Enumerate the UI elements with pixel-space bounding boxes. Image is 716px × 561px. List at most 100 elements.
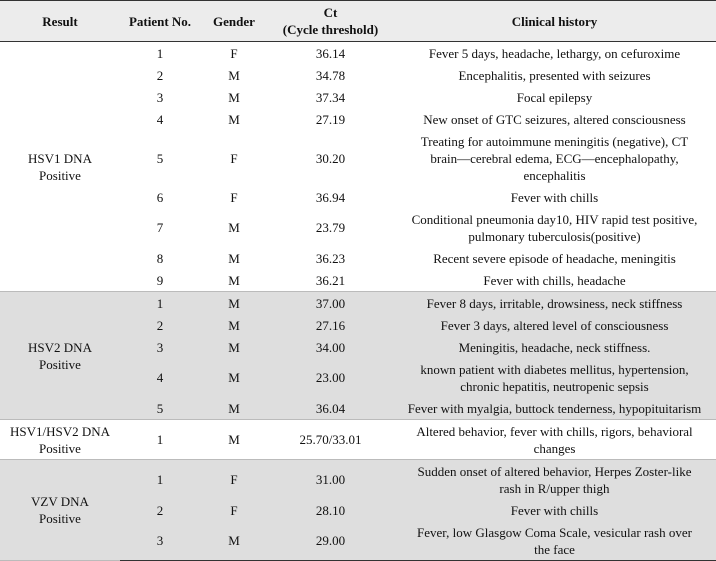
header-cell: Ct (Cycle threshold) [268,0,393,42]
ct-value: 34.00 [268,336,393,358]
table-row: 3 M 37.34 Focal epilepsy [0,86,716,108]
ct-value: 25.70/33.01 [268,419,393,460]
gender: F [230,45,238,61]
table-body: HSV1 DNA Positive 1 F 36.14 Fever 5 days, he… [0,41,716,561]
patient-no: 6 [156,189,164,205]
ct-value: 23.79 [315,220,346,235]
header-row: Result Patient No. Gender Ct (Cycle thresho… [0,0,716,42]
table-row: VZV DNA Positive 1 F 31.00 Sudden onset of a… [0,459,716,561]
clinical-history: Fever with chills [510,189,599,205]
table-row: 2 M 34.78 Encephalitis, presented with seiz… [0,64,716,86]
gender: F [230,189,238,205]
patient-no: 7 [156,220,164,235]
header-cell: Result [0,0,120,42]
result-cell: VZV DNA Positive [0,459,120,561]
clinical-history: Sudden onset of altered behavior, Herpes… [393,459,716,499]
patient-no: 2 [120,314,200,336]
table-row: 7 M 23.79 Conditional pneumonia day10, HIV … [0,208,716,247]
table-row: 4 M 27.19 New onset of GTC seizures, altere… [0,108,716,130]
header-cell: Gender [200,0,268,42]
patient-no: 2 [120,499,200,521]
table-row: 5 F 30.20 Treating for autoimmune meningiti… [0,130,716,186]
patient-no: 1 [156,45,164,61]
table-row: HSV1 DNA Positive 1 F 36.14 Fever 5 days, he… [0,41,716,292]
ct-value: 28.10 [268,499,393,521]
clinical-history: Recent severe episode of headache, menin… [433,250,676,266]
ct-value: 34.78 [315,67,346,83]
patient-no: 3 [120,521,200,561]
gender: M [228,220,240,235]
table-row: 3 M 34.00 Meningitis, headache, neck stiffn… [0,336,716,358]
ct-value: 36.14 [315,45,346,61]
clinical-history: Fever 5 days, headache, lethargy, on cef… [428,45,681,61]
gender: M [200,521,268,561]
clinical-history: New onset of GTC seizures, altered consc… [423,111,686,127]
clinical-history: Fever with chills [393,499,716,521]
table-row: 9 M 36.21 Fever with chills, headache [0,269,716,292]
ct-value: 36.21 [268,269,393,292]
gender: M [228,67,240,83]
ct-value: 37.34 [315,89,346,105]
table-row: 2 M 27.16 Fever 3 days, altered level of co… [0,314,716,336]
table-row: 4 M 23.00 known patient with diabetes melli… [0,358,716,397]
result-cell: HSV1/HSV2 DNA Positive [0,419,120,460]
ct-value: 27.19 [315,111,346,127]
patient-no: 3 [120,336,200,358]
patient-no: 4 [156,111,164,127]
gender: F [200,459,268,499]
gender: M [200,419,268,460]
ct-value: 27.16 [268,314,393,336]
ct-value: 23.00 [268,358,393,397]
clinical-history: Fever, low Glasgow Coma Scale, vesicular… [393,521,716,561]
gender: M [200,358,268,397]
patient-no: 1 [120,419,200,460]
table-row: 2 F 28.10 Fever with chills [0,499,716,521]
gender: M [200,269,268,292]
patient-no: 3 [156,89,164,105]
patient-no: 5 [156,150,164,166]
clinical-history: Fever with chills, headache [393,269,716,292]
patient-no: 2 [156,67,164,83]
gender: M [228,89,240,105]
table-row: HSV2 DNA Positive 1 M 37.00 Fever 8 days, ir… [0,291,716,420]
table-row: 8 M 36.23 Recent severe episode of headache… [0,247,716,269]
clinical-history: known patient with diabetes mellitus, hy… [393,358,716,397]
table-row: 5 M 36.04 Fever with myalgia, buttock tende… [0,397,716,420]
gender: M [228,111,240,127]
table-row: 3 M 29.00 Fever, low Glasgow Coma Scale, ve… [0,521,716,561]
gender: F [230,150,238,166]
gender: M [228,250,240,266]
clinical-history: Meningitis, headache, neck stiffness. [393,336,716,358]
result-cell: HSV2 DNA Positive [0,291,120,420]
gender: F [200,499,268,521]
clinical-history: Fever with myalgia, buttock tenderness, … [393,397,716,420]
ct-value: 36.23 [315,250,346,266]
ct-value: 37.00 [268,291,393,314]
gender: M [200,397,268,420]
ct-value: 29.00 [268,521,393,561]
header-cell: Clinical history [393,0,716,42]
ct-value: 30.20 [315,150,346,166]
clinical-history: Fever 8 days, irritable, drowsiness, nec… [393,291,716,314]
clinical-history: Conditional pneumonia day10, HIV rapid t… [411,211,698,244]
table-header: Result Patient No. Gender Ct (Cycle thresho… [0,0,716,42]
clinical-history: Altered behavior, fever with chills, rig… [393,419,716,460]
patient-no: 9 [120,269,200,292]
gender: M [200,291,268,314]
header-cell: Patient No. [120,0,200,42]
clinical-history: Encephalitis, presented with seizures [458,67,651,83]
clinical-history: Treating for autoimmune meningitis (nega… [420,133,689,183]
ct-value: 31.00 [268,459,393,499]
ct-value: 36.94 [315,189,346,205]
ct-value: 36.04 [268,397,393,420]
patient-no: 1 [120,459,200,499]
patient-no: 4 [120,358,200,397]
table-row: 6 F 36.94 Fever with chills [0,186,716,208]
gender: M [200,336,268,358]
table-row: HSV1/HSV2 DNA Positive 1 M 25.70/33.01 Alter… [0,419,716,460]
patient-no: 8 [156,250,164,266]
clinical-history: Focal epilepsy [516,89,593,105]
patient-no: 1 [120,291,200,314]
